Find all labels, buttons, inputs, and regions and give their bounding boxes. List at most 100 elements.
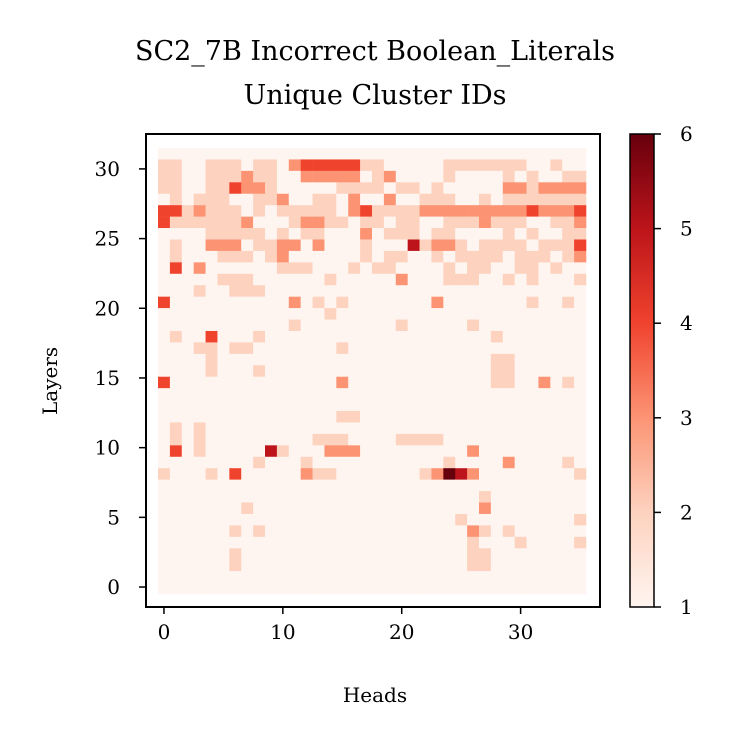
- heatmap-cell: [241, 479, 254, 492]
- heatmap-cell: [324, 193, 337, 206]
- heatmap-cell: [538, 159, 551, 172]
- heatmap-cell: [360, 273, 373, 286]
- heatmap-cell: [265, 216, 278, 229]
- heatmap-cell: [288, 502, 301, 515]
- heatmap-cell: [574, 491, 587, 503]
- heatmap-cell: [205, 148, 218, 160]
- heatmap-cell: [395, 445, 408, 458]
- heatmap-cell: [514, 548, 527, 560]
- heatmap-cell: [562, 342, 575, 355]
- heatmap-cell: [276, 513, 290, 526]
- heatmap-cell: [419, 571, 432, 583]
- heatmap-cell: [193, 376, 206, 389]
- heatmap-cell: [538, 365, 551, 378]
- heatmap-cell: [276, 205, 290, 217]
- heatmap-cell: [372, 228, 385, 240]
- heatmap-cell: [407, 468, 420, 480]
- heatmap-cell: [526, 228, 539, 240]
- heatmap-cell: [407, 365, 420, 378]
- heatmap-cell: [538, 468, 551, 480]
- heatmap-cell: [360, 319, 373, 332]
- heatmap-cell: [312, 319, 325, 332]
- heatmap-cell: [205, 239, 218, 252]
- heatmap-cell: [514, 513, 527, 526]
- heatmap-cell: [265, 296, 278, 309]
- heatmap-cell: [443, 170, 456, 183]
- heatmap-cell: [181, 330, 194, 343]
- heatmap-cell: [229, 159, 242, 172]
- heatmap-cell: [574, 285, 587, 297]
- heatmap-cell: [253, 582, 266, 595]
- heatmap-cell: [312, 148, 325, 160]
- heatmap-cell: [193, 479, 206, 492]
- heatmap-cell: [217, 559, 230, 572]
- heatmap-cell: [455, 445, 468, 458]
- heatmap-cell: [538, 536, 551, 549]
- heatmap-cell: [348, 502, 361, 515]
- heatmap-cell: [395, 170, 408, 183]
- heatmap-cell: [419, 491, 432, 503]
- heatmap-cell: [276, 365, 290, 378]
- heatmap-cell: [431, 308, 444, 320]
- heatmap-cell: [169, 388, 183, 400]
- heatmap-cell: [526, 571, 539, 583]
- heatmap-cell: [395, 239, 408, 252]
- heatmap-cell: [205, 571, 218, 583]
- heatmap-cell: [193, 250, 206, 263]
- heatmap-cell: [288, 536, 301, 549]
- heatmap-cell: [479, 399, 492, 412]
- heatmap-cell: [538, 399, 551, 412]
- heatmap-cell: [407, 228, 420, 240]
- heatmap-cell: [419, 193, 432, 206]
- heatmap-cell: [372, 559, 385, 572]
- heatmap-cell: [455, 170, 468, 183]
- heatmap-cell: [158, 513, 171, 526]
- heatmap-cell: [217, 525, 230, 538]
- heatmap-cell: [229, 353, 242, 366]
- heatmap-cell: [479, 182, 492, 195]
- heatmap-cell: [300, 296, 313, 309]
- heatmap-cell: [348, 330, 361, 343]
- heatmap-cell: [395, 182, 408, 195]
- heatmap-cell: [288, 548, 301, 560]
- heatmap-cell: [217, 411, 230, 423]
- heatmap-cell: [336, 479, 349, 492]
- heatmap-cell: [288, 262, 301, 275]
- heatmap-cell: [550, 342, 563, 355]
- heatmap-cell: [372, 159, 385, 172]
- heatmap-cell: [407, 422, 420, 435]
- heatmap-cell: [490, 205, 504, 217]
- heatmap-cell: [217, 239, 230, 252]
- heatmap-cell: [324, 536, 337, 549]
- heatmap-cell: [324, 399, 337, 412]
- heatmap-cell: [217, 399, 230, 412]
- heatmap-cell: [348, 285, 361, 297]
- heatmap-cell: [395, 296, 408, 309]
- heatmap-cell: [241, 502, 254, 515]
- heatmap-cell: [336, 330, 349, 343]
- heatmap-cell: [288, 342, 301, 355]
- heatmap-cell: [265, 170, 278, 183]
- heatmap-cell: [562, 285, 575, 297]
- heatmap-cell: [300, 456, 313, 469]
- heatmap-cell: [526, 548, 539, 560]
- heatmap-cell: [574, 342, 587, 355]
- heatmap-cell: [265, 548, 278, 560]
- heatmap-cell: [383, 525, 397, 538]
- heatmap-cell: [431, 513, 444, 526]
- heatmap-cell: [502, 250, 515, 263]
- heatmap-cell: [550, 148, 563, 160]
- heatmap-cell: [574, 170, 587, 183]
- heatmap-cell: [550, 422, 563, 435]
- heatmap-cell: [229, 491, 242, 503]
- heatmap-cell: [372, 571, 385, 583]
- heatmap-cell: [455, 296, 468, 309]
- heatmap-cell: [383, 422, 397, 435]
- heatmap-cell: [205, 330, 218, 343]
- colorbar-tick-label: 6: [680, 122, 693, 146]
- heatmap-cell: [372, 582, 385, 595]
- heatmap-cell: [383, 388, 397, 400]
- heatmap-cell: [526, 330, 539, 343]
- heatmap-cell: [276, 182, 290, 195]
- heatmap-cell: [514, 445, 527, 458]
